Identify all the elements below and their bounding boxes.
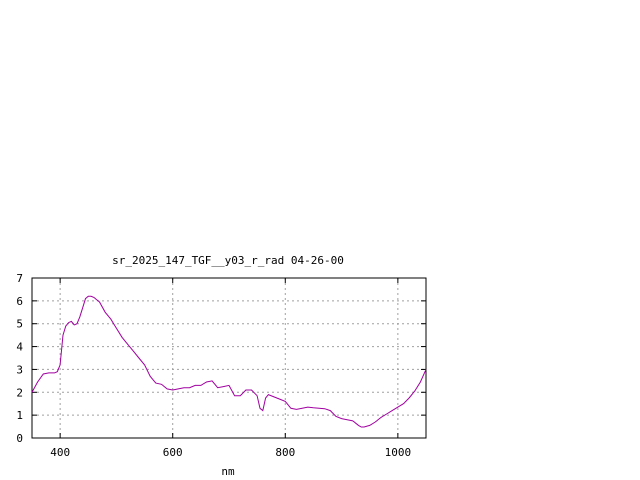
x-tick-label: 1000 [385,446,412,459]
y-tick-label: 1 [16,409,23,422]
y-tick-label: 0 [16,432,23,445]
axis-ticks [32,277,426,439]
x-tick-label: 800 [275,446,295,459]
x-tick-label: 600 [163,446,183,459]
y-tick-label: 3 [16,363,23,376]
y-tick-label: 5 [16,318,23,331]
y-tick-label: 4 [16,341,23,354]
series-line [31,295,427,428]
y-tick-label: 2 [16,386,23,399]
x-axis-label: nm [221,465,235,478]
y-tick-label: 6 [16,295,23,308]
tick-labels: 0 1 2 3 4 5 6 7 400 600 800 1000 [16,272,411,459]
x-tick-label: 400 [50,446,70,459]
plot-frame [31,277,427,439]
y-tick-label: 7 [16,272,23,285]
chart-title: sr_2025_147_TGF__y03_r_rad 04-26-00 [112,254,344,267]
grid-lines [32,278,426,438]
